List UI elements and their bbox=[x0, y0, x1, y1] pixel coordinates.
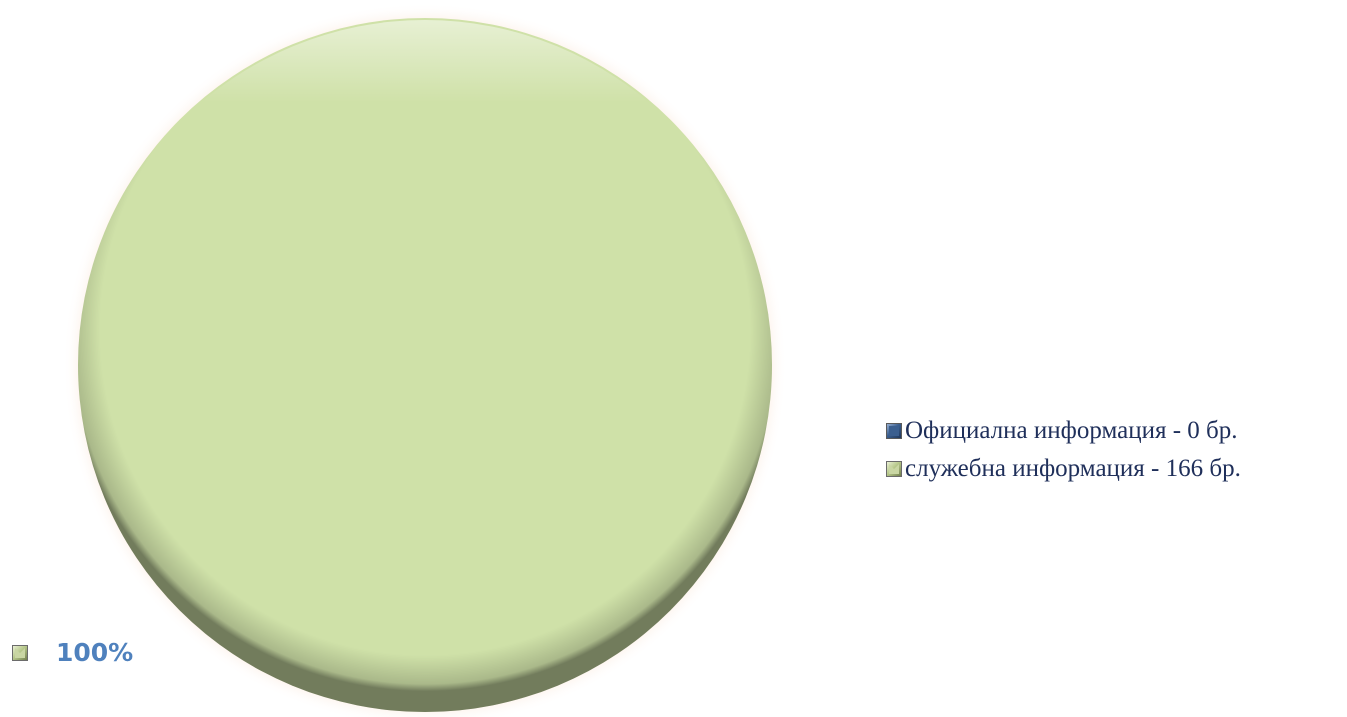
legend-item-official: Официална информация - 0 бр. bbox=[886, 412, 1241, 450]
legend-swatch-official bbox=[886, 423, 902, 439]
data-label-percent: 100% bbox=[56, 638, 134, 667]
data-label-service: 100% bbox=[12, 638, 133, 667]
legend: Официална информация - 0 бр. служебна ин… bbox=[886, 412, 1241, 488]
legend-item-service: служебна информация - 166 бр. bbox=[886, 450, 1241, 488]
legend-label-official: Официална информация - 0 бр. bbox=[905, 417, 1238, 444]
data-label-swatch bbox=[12, 644, 28, 661]
pie-highlight bbox=[80, 20, 770, 710]
legend-label-service: служебна информация - 166 бр. bbox=[905, 455, 1241, 482]
legend-swatch-service bbox=[886, 461, 902, 477]
